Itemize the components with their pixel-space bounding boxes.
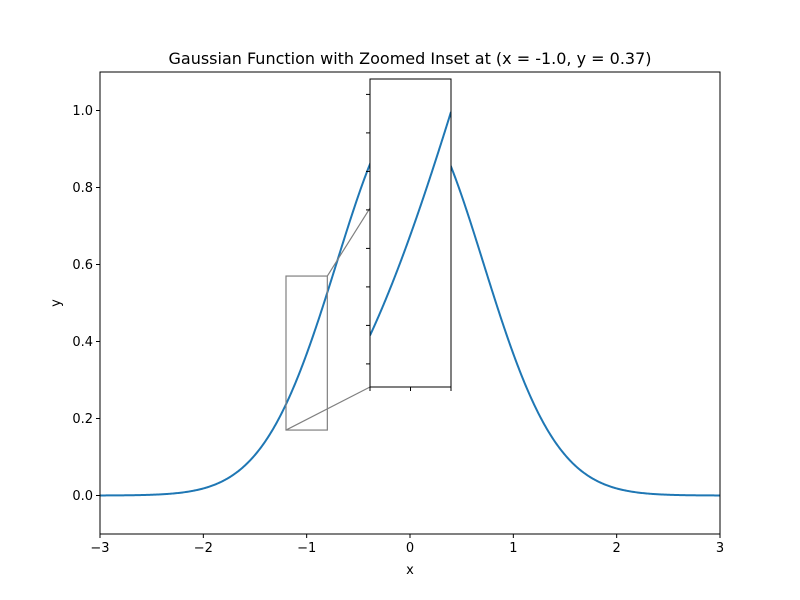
y-tick-label: 0.2 xyxy=(72,412,93,427)
x-tick-label: 1 xyxy=(509,541,517,556)
x-axis-label: x xyxy=(406,563,414,578)
x-tick-label: 0 xyxy=(406,541,414,556)
y-axis-label: y xyxy=(49,299,64,307)
y-tick-label: 0.8 xyxy=(72,181,93,196)
x-tick-label: 3 xyxy=(716,541,724,556)
chart-title: Gaussian Function with Zoomed Inset at (… xyxy=(168,49,651,68)
inset-gaussian-line xyxy=(370,111,451,336)
inset-plot xyxy=(366,78,452,391)
x-tick-label: 2 xyxy=(613,541,621,556)
y-tick-label: 0.4 xyxy=(72,335,93,350)
x-tick-label: −1 xyxy=(297,541,316,556)
x-tick-label: −2 xyxy=(194,541,213,556)
inset-axes-frame xyxy=(369,78,452,388)
y-tick-label: 1.0 xyxy=(72,104,93,119)
zoom-indicator-rect xyxy=(285,275,328,431)
y-tick-label: 0.6 xyxy=(72,258,93,273)
x-tick-label: −3 xyxy=(90,541,109,556)
zoom-connector-bottom xyxy=(285,386,371,431)
y-tick-label: 0.0 xyxy=(72,489,93,504)
